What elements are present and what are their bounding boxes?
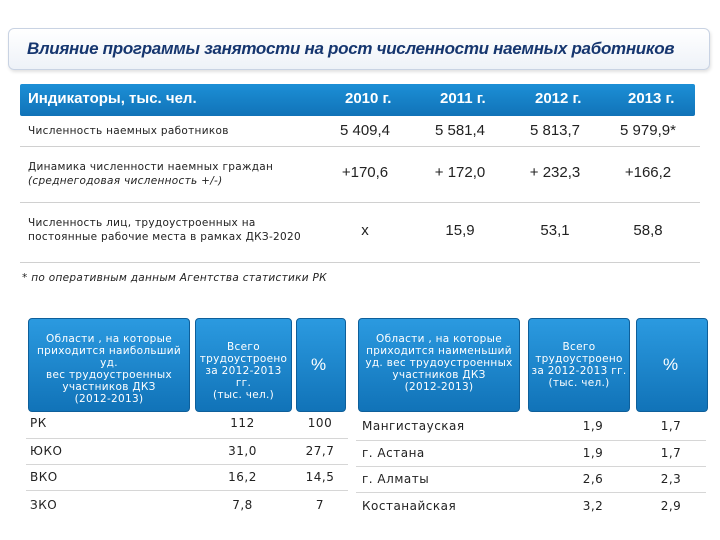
right-header-line: Области , на которые <box>376 333 502 345</box>
right-header-line: приходится наименьший <box>366 345 512 357</box>
indicator-value: 5 581,4 <box>434 122 486 139</box>
indicator-value: +166,2 <box>624 164 672 181</box>
indicators-header: Индикаторы, тыс. чел. 2010 г. 2011 г. 20… <box>20 84 695 116</box>
left-pct-symbol: % <box>311 355 327 374</box>
left-region-cell: ЮКО <box>30 444 63 458</box>
right-total-header: Всего трудоустроено за 2012-2013 гг. (ты… <box>528 318 630 412</box>
right-total-header-line: трудоустроено <box>535 353 623 365</box>
right-row-divider <box>356 440 706 441</box>
left-header-line: приходится наибольший уд. <box>36 345 182 369</box>
right-total-cell: 1,9 <box>582 419 604 433</box>
left-total-cell: 16,2 <box>228 470 257 484</box>
row-divider <box>20 202 700 203</box>
left-pct-cell: 7 <box>315 498 325 512</box>
page-title: Влияние программы занятости на рост числ… <box>27 39 675 58</box>
left-total-cell: 7,8 <box>232 498 253 512</box>
indicator-value: 5 979,9* <box>620 122 676 139</box>
right-header-line: уд. вес трудоустроенных <box>365 357 513 369</box>
left-pct-cell: 100 <box>307 416 333 430</box>
right-total-header-line: Всего <box>562 341 596 353</box>
indicator-value: 5 813,7 <box>529 122 581 139</box>
indicator-sublabel: постоянные рабочие места в рамках ДКЗ-20… <box>28 231 301 243</box>
left-header-line: участников ДКЗ <box>62 381 156 393</box>
indicator-row: Численность наемных работников 5 409,4 5… <box>20 122 695 142</box>
right-header-line: (2012-2013) <box>404 381 474 393</box>
title-bar: Влияние программы занятости на рост числ… <box>8 28 710 70</box>
indicator-sublabel: (среднегодовая численность +/-) <box>28 175 223 187</box>
left-pct-header: % <box>296 318 346 412</box>
left-row-divider <box>26 438 348 439</box>
left-total-cell: 112 <box>230 416 255 430</box>
year-header-2013: 2013 г. <box>628 90 675 107</box>
left-pct-cell: 14,5 <box>305 470 335 484</box>
left-pct-cell: 27,7 <box>305 444 335 458</box>
footnote: * по оперативным данным Агентства статис… <box>22 272 327 284</box>
indicator-label: Численность лиц, трудоустроенных на <box>28 217 256 229</box>
left-region-cell: РК <box>30 416 47 430</box>
year-header-2012: 2012 г. <box>535 90 582 107</box>
right-pct-cell: 1,7 <box>660 446 682 460</box>
left-total-header-line: (тыс. чел.) <box>212 389 275 401</box>
left-total-cell: 31,0 <box>228 444 257 458</box>
right-pct-cell: 1,7 <box>660 419 682 433</box>
left-header-line: Области , на которые <box>46 333 172 345</box>
right-region-header: Области , на которые приходится наименьш… <box>358 318 520 412</box>
indicator-value: х <box>361 222 369 239</box>
indicator-row: Динамика численности наемных граждан (ср… <box>20 160 695 190</box>
indicator-row: Численность лиц, трудоустроенных на пост… <box>20 216 695 246</box>
right-pct-header: % <box>636 318 708 412</box>
right-total-cell: 2,6 <box>582 472 604 486</box>
right-row-divider <box>356 466 706 467</box>
row-divider <box>20 262 700 263</box>
left-region-cell: ЗКО <box>30 498 58 512</box>
left-total-header-line: Всего <box>227 341 260 353</box>
right-total-cell: 1,9 <box>582 446 604 460</box>
left-total-header-line: трудоустроено <box>199 353 288 365</box>
right-pct-cell: 2,3 <box>660 472 682 486</box>
right-row-divider <box>356 492 706 493</box>
right-region-cell: г. Алматы <box>362 472 430 486</box>
right-region-cell: Мангистауская <box>362 419 465 433</box>
year-header-2011: 2011 г. <box>440 90 486 107</box>
left-region-header: Области , на которые приходится наибольш… <box>28 318 190 412</box>
left-header-line: (2012-2013) <box>74 393 144 405</box>
indicator-label: Численность наемных работников <box>28 125 229 137</box>
right-total-cell: 3,2 <box>582 499 604 513</box>
right-region-cell: г. Астана <box>362 446 425 460</box>
left-row-divider <box>26 490 348 491</box>
right-region-cell: Костанайская <box>362 499 457 513</box>
right-pct-cell: 2,9 <box>660 499 682 513</box>
row-divider <box>20 146 700 147</box>
left-region-cell: ВКО <box>30 470 58 484</box>
indicator-value: 58,8 <box>633 222 663 239</box>
left-total-header-line: за 2012-2013 гг. <box>205 365 282 389</box>
indicator-value: 15,9 <box>445 222 475 239</box>
left-header-line: вес трудоустроенных <box>45 369 173 381</box>
indicator-value: 53,1 <box>540 222 570 239</box>
indicator-value: + 232,3 <box>529 164 581 181</box>
year-header-2010: 2010 г. <box>345 90 392 107</box>
indicator-value: +170,6 <box>341 164 389 181</box>
indicator-value: + 172,0 <box>434 164 486 181</box>
indicators-header-label: Индикаторы, тыс. чел. <box>28 90 197 107</box>
left-total-header: Всего трудоустроено за 2012-2013 гг. (ты… <box>195 318 292 412</box>
right-total-header-line: (тыс. чел.) <box>548 377 610 389</box>
left-row-divider <box>26 464 348 465</box>
right-total-header-line: за 2012-2013 гг. <box>531 365 627 377</box>
indicator-label: Динамика численности наемных граждан <box>28 161 274 173</box>
right-pct-symbol: % <box>663 355 679 374</box>
indicator-value: 5 409,4 <box>339 122 391 139</box>
right-header-line: участников ДКЗ <box>392 369 486 381</box>
